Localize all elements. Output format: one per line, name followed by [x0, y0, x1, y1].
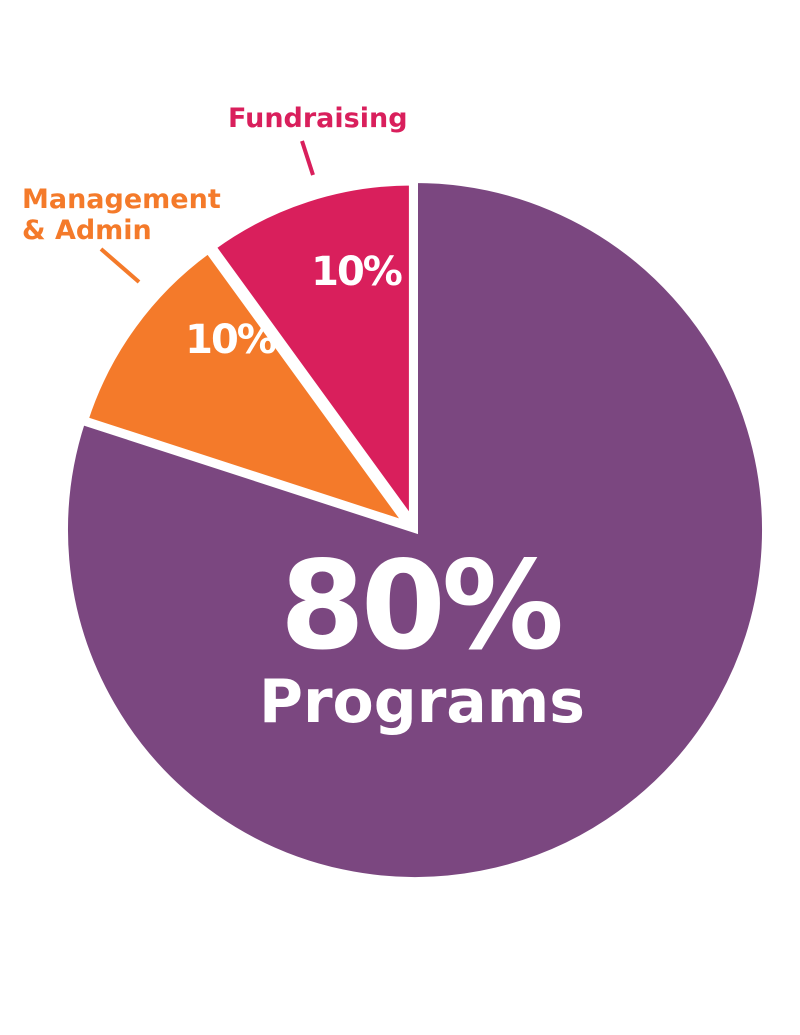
- slice-name-label-programs: Programs: [259, 667, 585, 737]
- callout-label-line: & Admin: [22, 215, 152, 246]
- pie-labels: 80%Programs 10% 10% Management & Admin Fundra…: [22, 103, 585, 737]
- pie-slice-management-and-admin: [81, 246, 415, 530]
- pie-slice-fundraising: [209, 179, 415, 530]
- callout-label-management-and-admin: Management & Admin: [22, 184, 221, 246]
- slice-value-label-management-and-admin: 10%: [185, 317, 276, 363]
- pie-slice-programs: [62, 176, 768, 883]
- leader-line-fundraising: [300, 140, 315, 176]
- callout-leader-lines: [99, 140, 315, 284]
- slice-value-label-programs: 80%: [280, 535, 561, 677]
- callout-label-fundraising: Fundraising: [228, 103, 408, 134]
- slice-value-label-fundraising: 10%: [311, 249, 402, 295]
- leader-line-management-and-admin: [99, 247, 141, 284]
- pie-slices: [62, 176, 768, 883]
- callout-label-line: Management: [22, 184, 221, 215]
